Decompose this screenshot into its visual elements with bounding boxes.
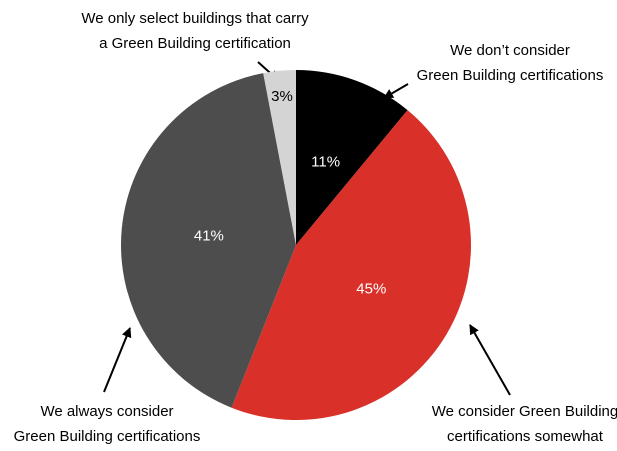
pie-slice bbox=[231, 110, 471, 420]
arrow bbox=[103, 327, 132, 393]
category-label: We only select buildings that carry a Gr… bbox=[81, 10, 309, 52]
arrow bbox=[383, 83, 409, 99]
category-label: We consider Green Building certification… bbox=[431, 403, 617, 445]
value-label: 3% bbox=[271, 88, 293, 105]
value-label: 45% bbox=[356, 281, 386, 298]
category-label: We don’t consider Green Building certifi… bbox=[416, 42, 604, 84]
value-label: 41% bbox=[194, 228, 224, 245]
category-label: We always consider Green Building certif… bbox=[13, 403, 201, 445]
value-label: 11% bbox=[311, 154, 340, 171]
pie-slice bbox=[296, 70, 408, 245]
pie-slice bbox=[263, 70, 296, 245]
pie-slice bbox=[120, 73, 296, 408]
arrow bbox=[469, 324, 511, 396]
